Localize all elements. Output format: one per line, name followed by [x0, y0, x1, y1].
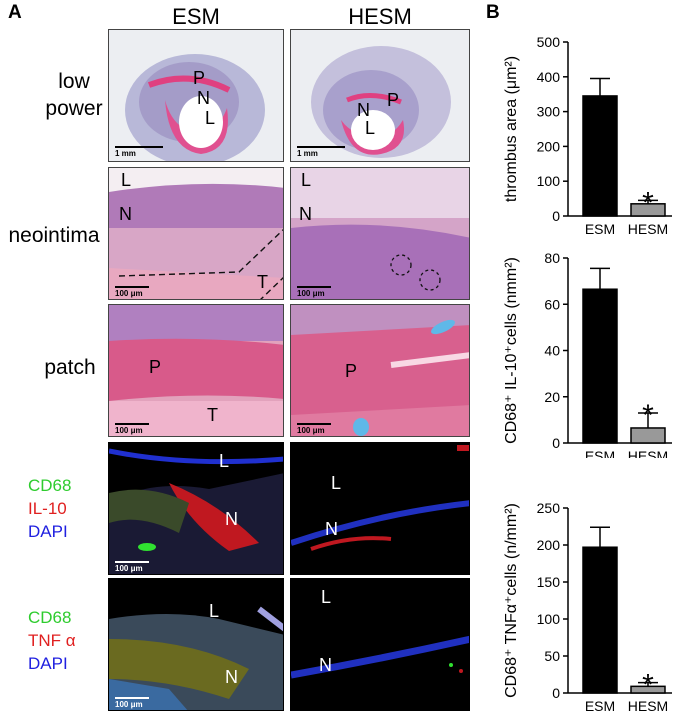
y-tick-label: 60 — [544, 296, 560, 312]
label-l: L — [321, 587, 332, 607]
panel-letter-b: B — [486, 2, 500, 23]
category-label: ESM — [585, 221, 615, 236]
fluorescence-esm-tnf: L N 100 μm — [108, 578, 284, 711]
y-tick-label: 100 — [537, 173, 561, 189]
y-axis-label: thrombus area (μm²) — [503, 56, 520, 202]
y-tick-label: 0 — [552, 685, 560, 701]
micrograph-hesm-low-power: P N L 1 mm — [290, 29, 470, 162]
micrograph-hesm-patch: P 100 μm — [290, 304, 470, 437]
row-label-neointima: neointima — [8, 224, 100, 247]
category-label: HESM — [628, 221, 668, 236]
row-label-power: power — [45, 97, 103, 120]
y-tick-label: 100 — [537, 611, 561, 627]
scale-bar: 100 μm — [297, 423, 331, 435]
fluorescence-hesm-il10: L N — [290, 442, 470, 575]
scale-bar: 100 μm — [115, 561, 149, 573]
label-t: T — [207, 405, 218, 425]
chart-thrombus-area: 0 100 200 300 400 500 thrombus area (μm²) ESM HE… — [503, 34, 672, 236]
label-l: L — [209, 601, 220, 621]
y-tick-label: 250 — [537, 500, 561, 516]
scale-bar: 1 mm — [115, 146, 163, 158]
category-label: ESM — [585, 698, 615, 714]
column-header-esm: ESM — [172, 4, 220, 29]
bar-esm — [582, 95, 618, 217]
label-p: P — [387, 90, 400, 110]
chart-cd68-tnf: 0 50 100 150 200 250 CD68⁺ TNFα⁺cells (n/mm²) E… — [503, 500, 672, 714]
label-p: P — [149, 357, 162, 377]
y-tick-label: 80 — [544, 250, 560, 266]
significance-star: * — [642, 399, 654, 432]
significance-star: * — [642, 669, 654, 702]
y-tick-label: 150 — [537, 574, 561, 590]
y-tick-label: 500 — [537, 34, 561, 50]
label-n: N — [325, 519, 338, 539]
label-n: N — [197, 88, 210, 108]
micrograph-esm-neointima: L N T 100 μm — [108, 167, 284, 300]
fluorescence-legend-il10: CD68 IL-10 DAPI — [28, 474, 71, 543]
label-l: L — [301, 170, 312, 190]
category-label: HESM — [628, 698, 668, 714]
label-l: L — [205, 108, 216, 128]
fluorescence-esm-il10: L N 100 μm — [108, 442, 284, 575]
legend-dapi: DAPI — [28, 522, 68, 541]
label-l: L — [121, 170, 132, 190]
bar-esm — [582, 288, 618, 444]
significance-star: * — [642, 186, 654, 219]
legend-dapi: DAPI — [28, 654, 68, 673]
row-label-low: low — [58, 70, 90, 93]
y-tick-label: 40 — [544, 343, 560, 359]
column-header-hesm: HESM — [348, 4, 412, 29]
row-label-low-power: low power — [34, 68, 114, 122]
y-tick-label: 200 — [537, 138, 561, 154]
bar-esm — [582, 546, 618, 694]
scale-bar: 1 mm — [297, 146, 345, 158]
scale-bar: 100 μm — [115, 697, 149, 709]
label-t: T — [257, 272, 268, 292]
label-n: N — [357, 100, 370, 120]
y-tick-label: 200 — [537, 537, 561, 553]
chart-cd68-il10: 0 20 40 60 80 CD68⁺ IL-10⁺cells (nmm²) ESM HESM… — [503, 250, 672, 458]
category-label: ESM — [585, 448, 615, 458]
scale-bar: 100 μm — [115, 286, 149, 298]
micrograph-esm-patch: P T 100 μm — [108, 304, 284, 437]
label-n: N — [225, 667, 238, 687]
y-tick-label: 0 — [552, 208, 560, 224]
label-p: P — [345, 361, 358, 381]
label-n: N — [119, 204, 132, 224]
label-n: N — [225, 509, 238, 529]
legend-cd68: CD68 — [28, 608, 72, 627]
y-axis-label: CD68⁺ IL-10⁺cells (nmm²) — [503, 257, 520, 444]
y-tick-label: 400 — [537, 69, 561, 85]
fluorescence-hesm-tnf: L N — [290, 578, 470, 711]
micrograph-esm-low-power: P N L 1 mm — [108, 29, 284, 162]
y-tick-label: 0 — [552, 435, 560, 451]
label-l: L — [331, 473, 342, 493]
scale-bar: 100 μm — [115, 423, 149, 435]
y-tick-label: 300 — [537, 104, 561, 120]
category-label: HESM — [628, 448, 668, 458]
panel-letter-a: A — [8, 2, 22, 23]
micrograph-hesm-neointima: L N 100 μm — [290, 167, 470, 300]
legend-il10: IL-10 — [28, 499, 67, 518]
legend-tnf: TNF α — [28, 631, 76, 650]
y-axis-label: CD68⁺ TNFα⁺cells (n/mm²) — [503, 503, 520, 698]
label-n: N — [319, 655, 332, 675]
legend-cd68: CD68 — [28, 476, 72, 495]
label-p: P — [193, 68, 206, 88]
y-tick-label: 20 — [544, 389, 560, 405]
label-l: L — [365, 118, 376, 138]
y-tick-label: 50 — [544, 648, 560, 664]
label-n: N — [299, 204, 312, 224]
scale-bar: 100 μm — [297, 286, 331, 298]
label-l: L — [219, 451, 230, 471]
row-label-patch: patch — [44, 356, 96, 379]
fluorescence-legend-tnf: CD68 TNF α DAPI — [28, 606, 76, 675]
